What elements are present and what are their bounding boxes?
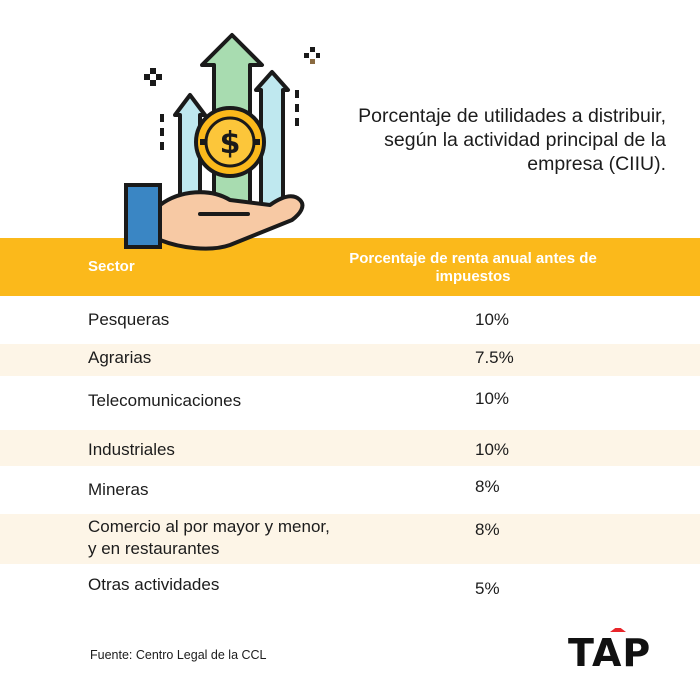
row-sector: Agrarias <box>88 348 152 367</box>
table-row: Pesqueras 10% <box>0 296 700 342</box>
table-row: Agrarias 7.5% <box>0 344 700 376</box>
row-sector: Comercio al por mayor y menor, y en rest… <box>88 517 330 558</box>
table-row: Mineras 8% <box>0 466 700 514</box>
tap-logo-text: TAP <box>568 631 651 672</box>
table-row: Industriales 10% <box>0 430 700 466</box>
table-row: Comercio al por mayor y menor, y en rest… <box>0 514 700 564</box>
dollar-sign: $ <box>220 126 241 161</box>
row-sector: Pesqueras <box>88 310 170 329</box>
row-percentage: 10% <box>475 310 510 329</box>
row-sector: Telecomunicaciones <box>88 391 242 410</box>
hero-section: $ Porcentaje de utilidades a distribuir,… <box>0 0 700 251</box>
tap-logo: TAP <box>568 628 651 672</box>
page-title: Porcentaje de utilidades a distribuir, s… <box>358 105 666 175</box>
tap-logo-accent <box>610 628 626 632</box>
sparkle-icon <box>144 68 162 86</box>
source-note: Fuente: Centro Legal de la CCL <box>90 648 267 662</box>
row-sector: Otras actividades <box>88 575 220 594</box>
row-percentage: 8% <box>475 477 500 496</box>
table-header-band <box>0 238 700 296</box>
sparkle-icon <box>304 47 320 64</box>
row-percentage: 10% <box>475 440 510 459</box>
money-growth-hand-icon: $ <box>124 33 320 251</box>
row-percentage: 7.5% <box>475 348 514 367</box>
column-header-percentage: Porcentaje de renta anual antes de impue… <box>349 250 597 285</box>
row-percentage: 5% <box>475 579 500 598</box>
row-percentage: 8% <box>475 520 500 539</box>
row-sector: Mineras <box>88 480 149 499</box>
table-row: Otras actividades 5% <box>0 564 700 608</box>
row-percentage: 10% <box>475 389 510 408</box>
table-row: Telecomunicaciones 10% <box>0 376 700 428</box>
column-header-sector: Sector <box>88 258 135 275</box>
row-sector: Industriales <box>88 440 175 459</box>
